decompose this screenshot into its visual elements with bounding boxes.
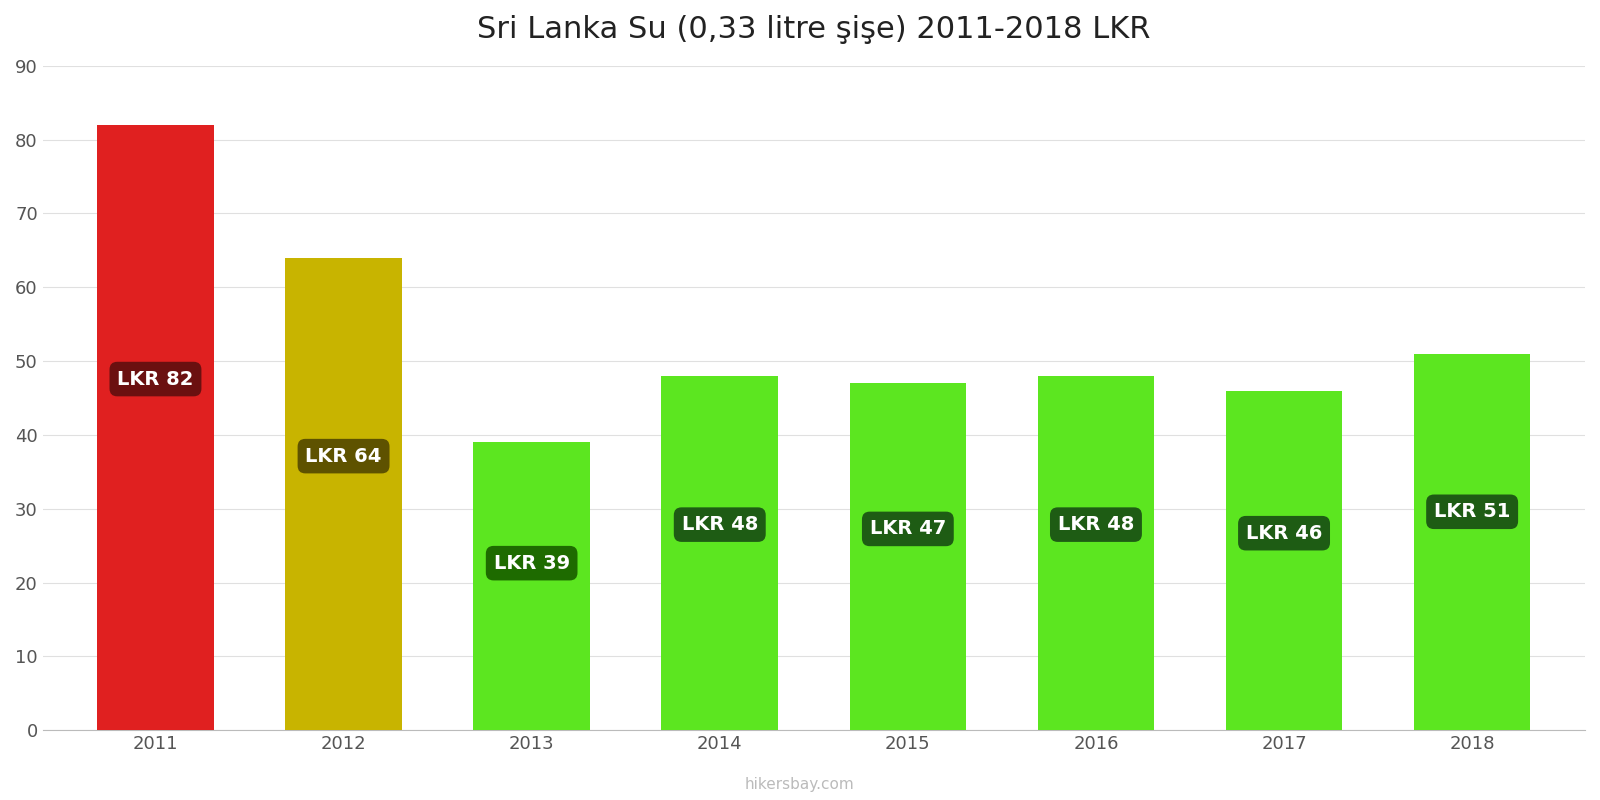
- Bar: [285, 258, 402, 730]
- Text: LKR 46: LKR 46: [1246, 524, 1322, 542]
- Text: LKR 47: LKR 47: [870, 519, 946, 538]
- Text: LKR 64: LKR 64: [306, 446, 382, 466]
- Text: hikersbay.com: hikersbay.com: [746, 777, 854, 792]
- Text: LKR 48: LKR 48: [682, 515, 758, 534]
- Bar: [98, 125, 214, 730]
- Bar: [1414, 354, 1531, 730]
- Text: LKR 82: LKR 82: [117, 370, 194, 389]
- Text: LKR 48: LKR 48: [1058, 515, 1134, 534]
- Title: Sri Lanka Su (0,33 litre şişe) 2011-2018 LKR: Sri Lanka Su (0,33 litre şişe) 2011-2018…: [477, 15, 1150, 44]
- Bar: [1226, 390, 1342, 730]
- Bar: [661, 376, 778, 730]
- Text: LKR 39: LKR 39: [493, 554, 570, 573]
- Text: LKR 51: LKR 51: [1434, 502, 1510, 522]
- Bar: [474, 442, 590, 730]
- Bar: [850, 383, 966, 730]
- Bar: [1038, 376, 1154, 730]
